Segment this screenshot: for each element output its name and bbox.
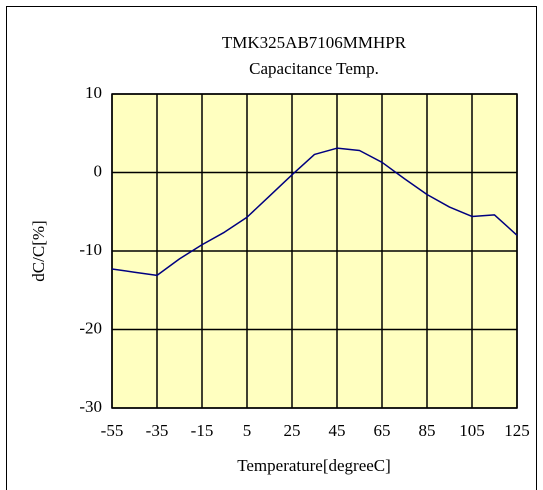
y-tick-label: -30: [79, 397, 102, 416]
chart-subtitle: Capacitance Temp.: [249, 59, 379, 78]
y-axis-label: dC/C[%]: [29, 220, 48, 281]
x-tick-label: 25: [284, 421, 301, 440]
y-tick-label: -20: [79, 318, 102, 337]
y-tick-label: 0: [94, 161, 103, 180]
y-tick-label: -10: [79, 240, 102, 259]
chart-title: TMK325AB7106MMHPR: [222, 33, 407, 52]
x-tick-label: 65: [374, 421, 391, 440]
x-tick-label: 5: [243, 421, 252, 440]
figure-frame: [6, 6, 537, 490]
x-tick-label: -55: [101, 421, 124, 440]
x-tick-label: 105: [459, 421, 485, 440]
x-tick-label: -35: [146, 421, 169, 440]
data-line: [111, 147, 518, 277]
x-tick-label: 45: [329, 421, 346, 440]
y-tick-label: 10: [85, 83, 102, 102]
x-tick-label: 125: [504, 421, 530, 440]
plot-frame: [111, 93, 518, 409]
x-axis-label: Temperature[degreeC]: [237, 456, 391, 475]
x-tick-label: -15: [191, 421, 214, 440]
x-tick-label: 85: [419, 421, 436, 440]
